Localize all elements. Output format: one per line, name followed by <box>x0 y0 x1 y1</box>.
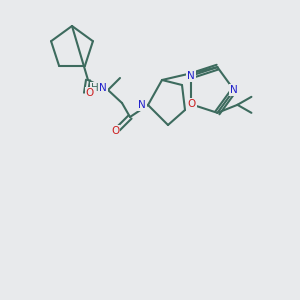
Text: N: N <box>230 85 238 95</box>
Text: N: N <box>99 83 107 93</box>
Text: H: H <box>91 83 99 93</box>
Text: O: O <box>188 99 196 109</box>
Text: O: O <box>111 126 119 136</box>
Text: O: O <box>86 88 94 98</box>
Text: N: N <box>187 71 194 81</box>
Text: N: N <box>138 100 146 110</box>
